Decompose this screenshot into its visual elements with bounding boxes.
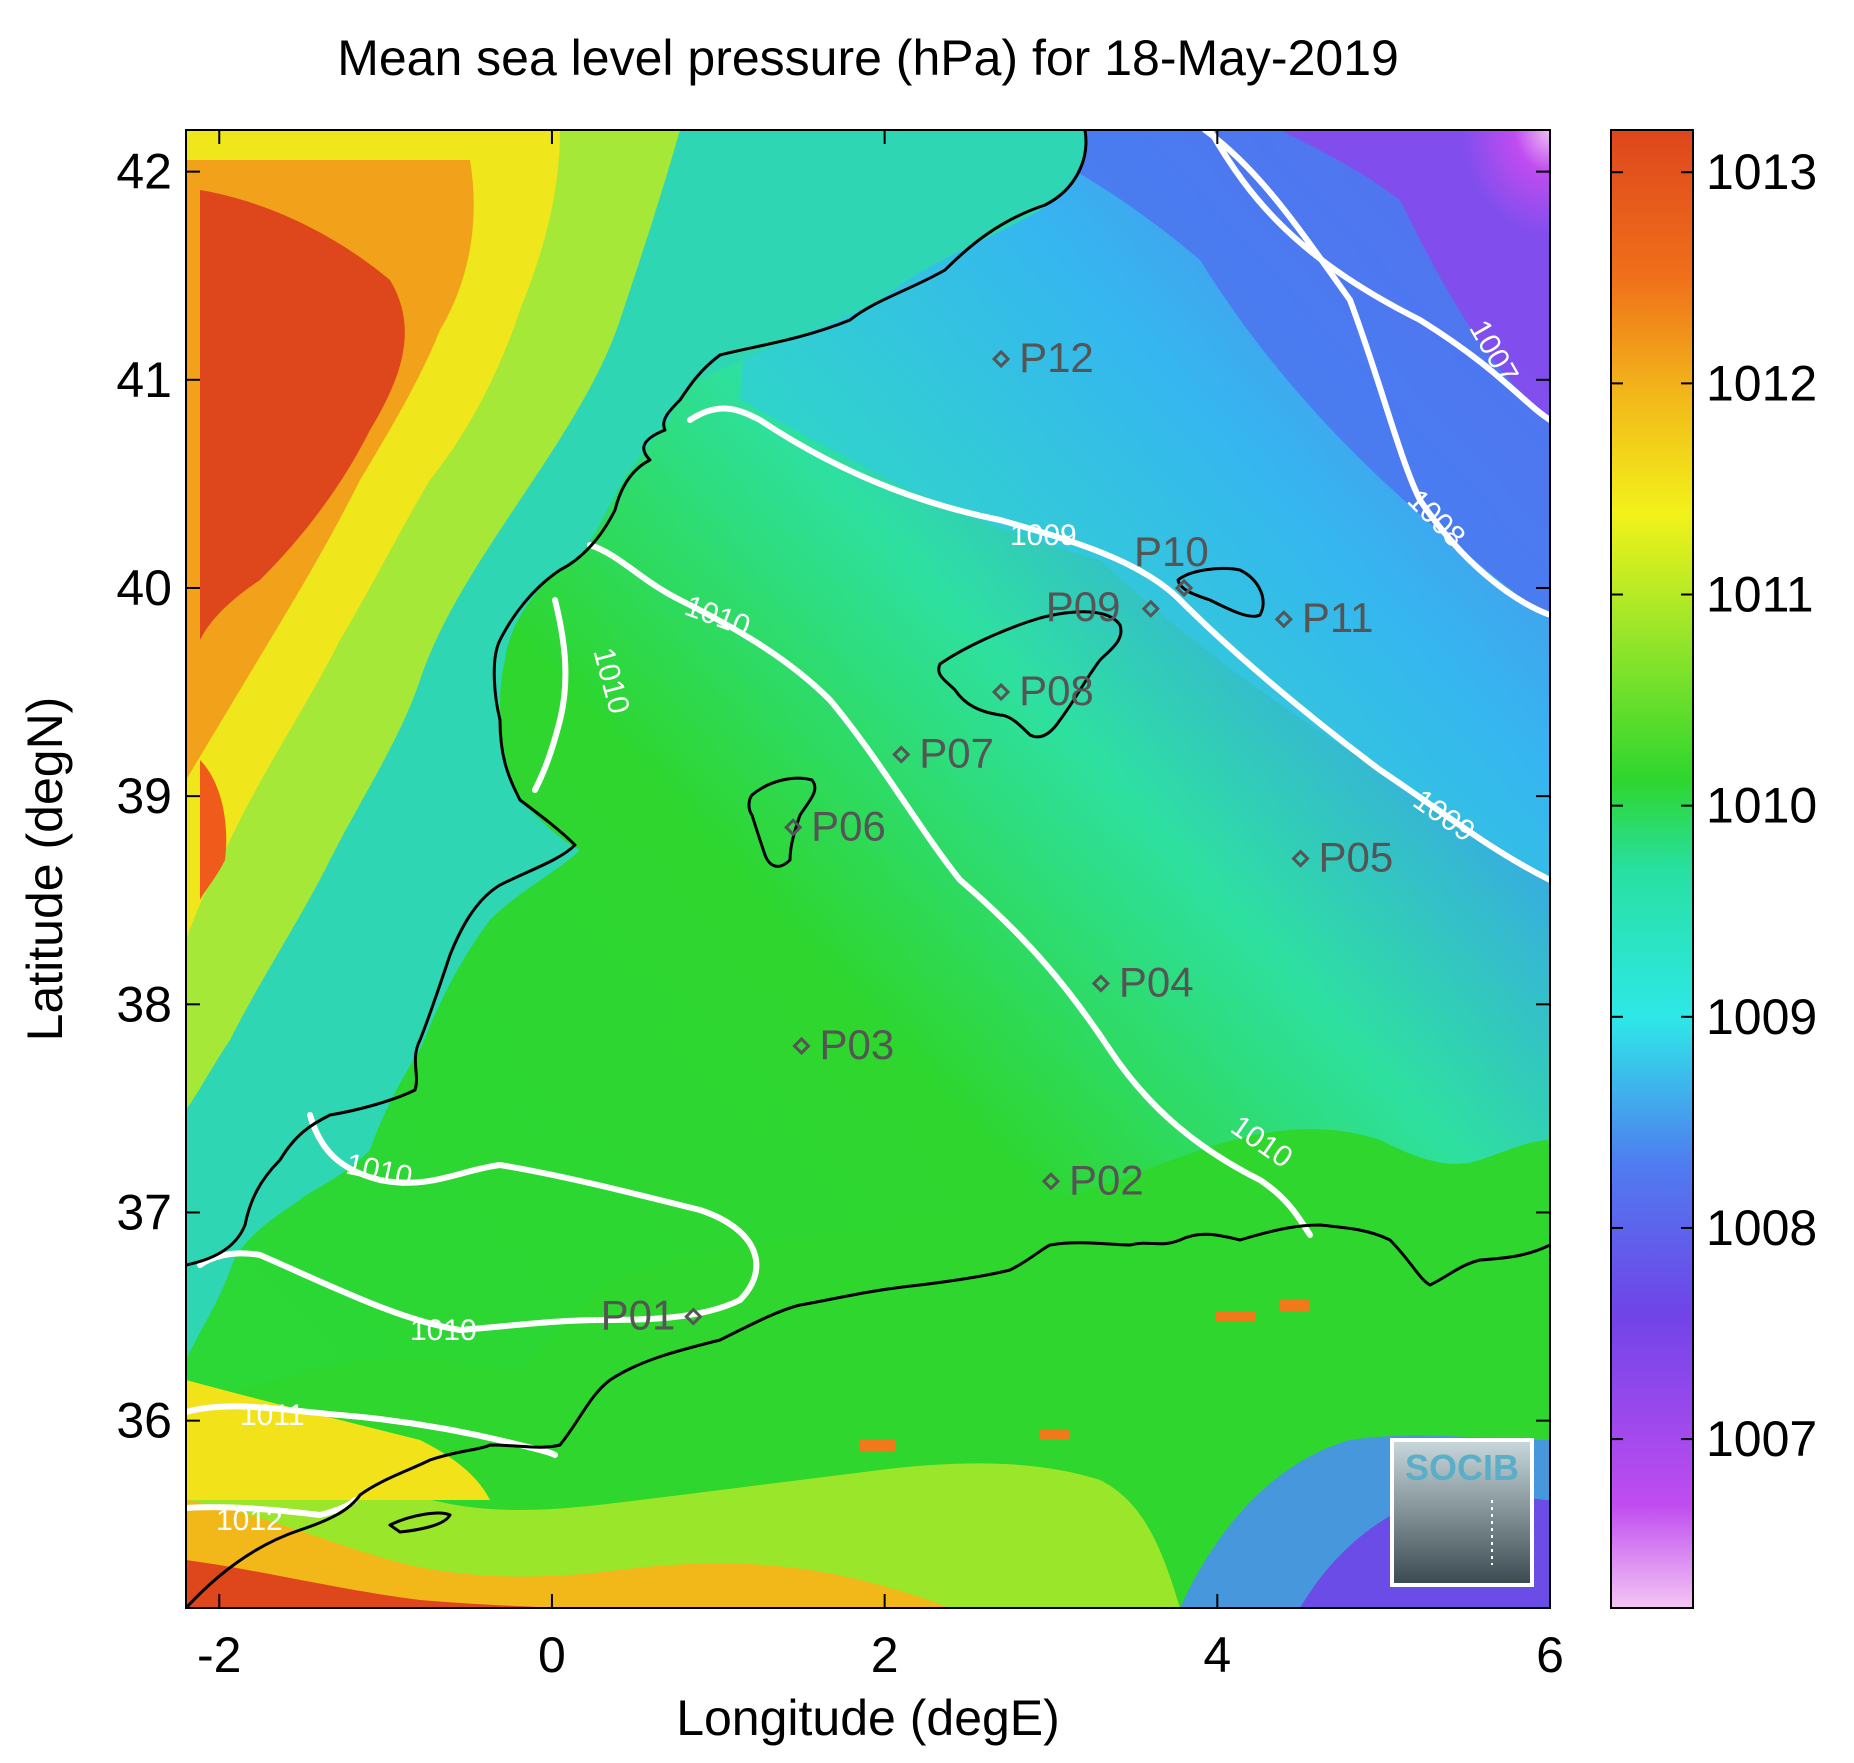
- station-label: P01: [601, 1292, 676, 1339]
- station-marker: [991, 349, 1011, 369]
- station-marker: [1174, 578, 1194, 598]
- station-p01: P01: [601, 1292, 703, 1339]
- menorca-coastline: [1176, 566, 1265, 618]
- station-p05: P05: [1291, 834, 1393, 881]
- station-p10: P10: [1134, 528, 1209, 598]
- x-tick-label: -2: [197, 1627, 241, 1683]
- isobars: [186, 130, 1550, 1519]
- colorbar-tick-label: 1010: [1706, 778, 1817, 834]
- socib-logo: SOCIB: [1390, 1438, 1534, 1587]
- stations: P01 P02 P03 P04 P05 P06 P07 P08 P09 P10 P11 P12: [601, 334, 1394, 1339]
- station-marker: [784, 818, 803, 837]
- station-p08: P08: [991, 667, 1094, 714]
- station-p12: P12: [991, 334, 1094, 381]
- station-label: P02: [1069, 1156, 1144, 1203]
- socib-logo-box: [1390, 1438, 1534, 1587]
- pressure-field: [186, 130, 1550, 1608]
- socib-logo-text: SOCIB: [1405, 1447, 1519, 1488]
- y-tick-label: 39: [116, 768, 172, 824]
- station-marker: [792, 1036, 811, 1056]
- colorbar-tick-label: 1011: [1706, 567, 1814, 623]
- y-tick-label: 42: [116, 144, 172, 200]
- x-tick-label: 2: [871, 1627, 899, 1683]
- station-marker: [892, 745, 911, 764]
- isobar-1007: [1207, 130, 1550, 423]
- y-tick-label: 40: [116, 560, 172, 616]
- station-label: P07: [919, 730, 994, 777]
- isobar-1010-south: [197, 1112, 760, 1334]
- colorbar-tick-label: 1013: [1706, 144, 1817, 200]
- colorbar-tick-label: 1007: [1706, 1411, 1817, 1467]
- isobar-1012: [186, 1497, 358, 1519]
- x-axis: -2 0 2 4 6: [197, 130, 1564, 1683]
- station-marker: [684, 1307, 703, 1326]
- isobar-1010-coast: [532, 597, 569, 793]
- station-marker: [1091, 974, 1111, 993]
- ibiza-coastline: [747, 776, 817, 868]
- colorbar-tick-label: 1012: [1706, 355, 1817, 411]
- isobar-label-1012: 1012: [216, 1504, 283, 1537]
- africa-hotspots: [860, 1300, 1310, 1452]
- y-axis: 36 37 38 39 40 41 42: [116, 144, 1550, 1449]
- station-label: P05: [1318, 834, 1393, 881]
- station-p11: P11: [1274, 594, 1374, 641]
- colorbar-tick-label: 1008: [1706, 1200, 1817, 1256]
- plot-frame: [185, 129, 1551, 1609]
- station-p09: P09: [1046, 583, 1160, 630]
- y-axis-label: Latitude (degN): [17, 697, 73, 1042]
- y-tick-label: 36: [116, 1393, 172, 1449]
- colorbar-axis: 1007 1008 1009 1010 1011 1012 1013: [1611, 144, 1817, 1467]
- station-label: P12: [1019, 334, 1094, 381]
- low-pressure-core: [1300, 130, 1550, 430]
- y-tick-label: 41: [116, 352, 172, 408]
- africa-coastline: [186, 1223, 1550, 1608]
- africa-land-yellow: [186, 1500, 950, 1608]
- station-p04: P04: [1091, 958, 1194, 1005]
- iberia-highland: [200, 190, 405, 640]
- colorbar-tick-label: 1009: [1706, 989, 1817, 1045]
- station-label: P04: [1119, 958, 1194, 1005]
- station-label: P10: [1134, 528, 1209, 575]
- x-tick-label: 6: [1536, 1627, 1564, 1683]
- isobar-1008: [1202, 130, 1550, 618]
- station-marker: [1291, 849, 1310, 868]
- iberia-south-highland: [200, 760, 227, 900]
- station-p02: P02: [1041, 1156, 1144, 1203]
- x-axis-label: Longitude (degE): [676, 1690, 1060, 1746]
- isobar-label-1009-a: 1009: [1010, 519, 1077, 552]
- alboran-coastline: [388, 1511, 452, 1534]
- iberia-coastline: [186, 130, 1088, 1267]
- station-label: P09: [1046, 583, 1121, 630]
- africa-land-orange: [186, 1560, 560, 1608]
- y-tick-label: 38: [116, 976, 172, 1032]
- station-p03: P03: [792, 1021, 894, 1068]
- station-label: P06: [811, 802, 886, 849]
- station-marker: [1141, 599, 1160, 618]
- station-label: P08: [1019, 667, 1094, 714]
- isobar-1009: [687, 405, 1550, 883]
- station-marker: [991, 682, 1011, 702]
- mallorca-coastline: [937, 610, 1123, 739]
- station-marker: [1274, 610, 1293, 629]
- x-tick-label: 4: [1203, 1627, 1231, 1683]
- station-p07: P07: [892, 730, 994, 777]
- station-marker: [1041, 1172, 1061, 1191]
- africa-land: [186, 1129, 1550, 1608]
- colorbar: [1610, 129, 1694, 1609]
- station-label: P03: [819, 1021, 894, 1068]
- isobar-label-1011: 1011: [240, 1399, 305, 1432]
- x-tick-label: 0: [538, 1627, 566, 1683]
- isobar-label-1010-e: 1010: [410, 1314, 477, 1347]
- isobar-1010-east: [587, 542, 1313, 1238]
- y-tick-label: 37: [116, 1184, 172, 1240]
- chart-title: Mean sea level pressure (hPa) for 18-May…: [337, 30, 1399, 86]
- coastlines: [186, 130, 1550, 1608]
- station-p06: P06: [784, 802, 886, 849]
- station-label: P11: [1302, 594, 1374, 641]
